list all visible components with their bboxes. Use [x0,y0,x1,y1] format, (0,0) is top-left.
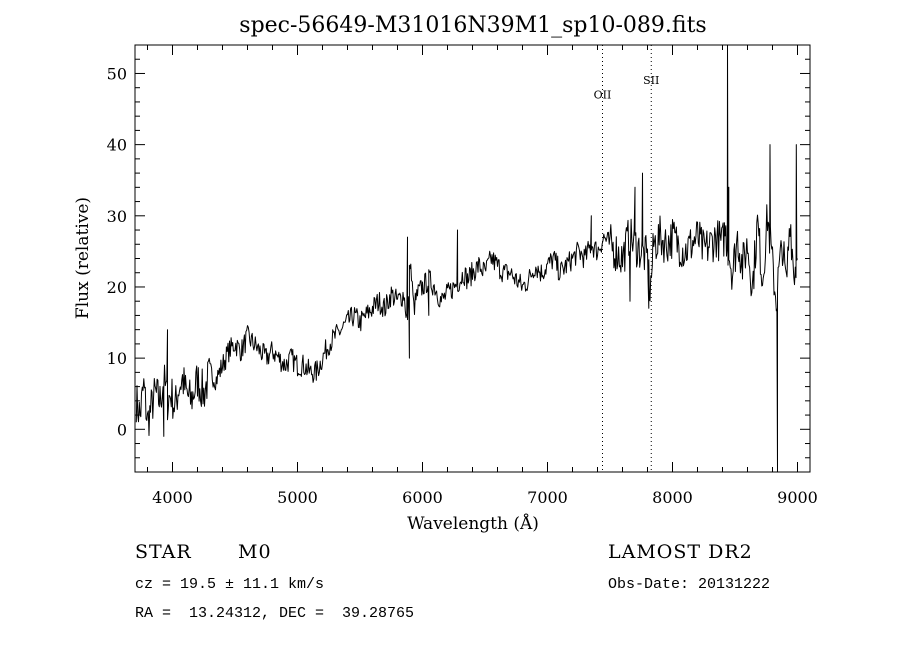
y-tick-label: 30 [107,207,127,226]
y-tick-label: 0 [117,420,127,439]
redshift-text: cz = 19.5 ± 11.1 km/s [135,576,325,593]
plot-frame [134,44,811,473]
survey-name: LAMOST DR2 [608,541,753,563]
x-tick-label: 8000 [652,488,693,507]
plot-area: 4000 5000 6000 7000 8000 9000 0 10 20 30 40 50 OII SI… [107,44,818,507]
y-tick-label: 40 [107,136,127,155]
x-tick-label: 6000 [402,488,443,507]
y-axis-label: Flux (relative) [73,197,93,319]
emission-line-label: OII [594,88,612,101]
object-subclass: M0 [238,541,272,563]
chart-title: spec-56649-M31016N39M1_sp10-089.fits [239,13,706,38]
x-tick-label: 4000 [152,488,193,507]
x-axis-label: Wavelength (Å) [407,513,539,534]
x-tick-label: 5000 [277,488,318,507]
y-tick-label: 20 [107,278,127,297]
x-tick-label: 7000 [527,488,568,507]
coordinates-text: RA = 13.24312, DEC = 39.28765 [135,605,415,622]
spectrum-line [135,44,798,473]
emission-line-label: SII [643,74,659,87]
obs-date-text: Obs-Date: 20131222 [608,576,771,593]
y-tick-label: 10 [107,349,127,368]
object-type: STAR [135,541,192,563]
x-tick-label: 9000 [777,488,818,507]
y-tick-label: 50 [107,64,127,83]
